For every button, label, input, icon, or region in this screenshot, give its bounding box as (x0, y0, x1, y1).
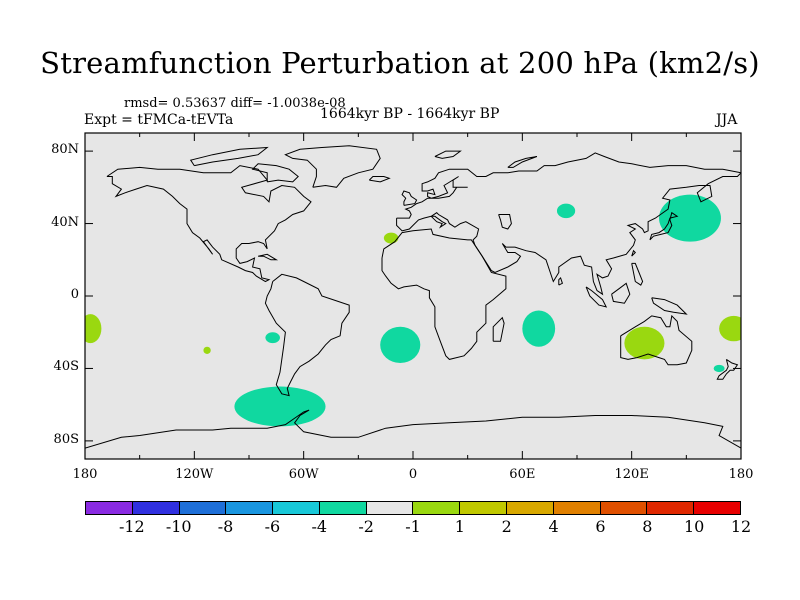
colorbar-label: 6 (595, 517, 606, 536)
colorbar-label: -1 (405, 517, 421, 536)
lat-label: 40N (51, 214, 79, 230)
colorbar-box (460, 502, 508, 514)
colorbar-box (319, 502, 367, 514)
lon-label: 180 (72, 467, 98, 482)
season-label: JJA (716, 112, 738, 128)
colorbar-label: 2 (501, 517, 512, 536)
colorbar-box (179, 502, 227, 514)
lon-label: 180 (728, 467, 754, 482)
lat-label: 80N (51, 142, 79, 158)
anomaly-south-atlantic (380, 326, 421, 364)
caspian-coast (498, 214, 512, 230)
colorbar-box (647, 502, 695, 514)
lon-label: 60E (509, 467, 536, 482)
iceland-coast (368, 176, 391, 183)
colorbar-label: 8 (642, 517, 653, 536)
sumatra-coast (585, 286, 608, 308)
anomaly-south-pacific-east (265, 332, 280, 344)
anomaly-indian-ocean (522, 310, 556, 347)
japan-coast (649, 211, 679, 241)
arctic-islands-coast (189, 146, 269, 167)
greenland-coast (284, 145, 381, 188)
novaya-zemlya-coast (507, 156, 538, 168)
colorbar-box (366, 502, 414, 514)
colorbar-box (86, 502, 133, 514)
cuba-coast (257, 253, 279, 261)
anomaly-tasman-east (719, 315, 741, 342)
north-america-coast (106, 165, 312, 283)
lat-label: 80S (53, 431, 79, 447)
colorbar-label: -2 (358, 517, 374, 536)
colorbar-box (694, 502, 740, 514)
period-label: 1664kyr BP - 1664kyr BP (320, 106, 500, 122)
british-isles-coast (401, 190, 418, 206)
lat-label: 0 (70, 287, 79, 302)
antarctica-coast (85, 409, 741, 449)
borneo-coast (611, 282, 631, 304)
madagascar-coast (492, 316, 505, 342)
new-guinea-coast (651, 297, 688, 315)
stats-label: rmsd= 0.53637 diff= -1.0038e-08 (124, 96, 346, 111)
new-zealand-coast (716, 358, 739, 380)
map-title: Streamfunction Perturbation at 200 hPa (… (40, 46, 760, 80)
colorbar-box (413, 502, 461, 514)
colorbar-label: 12 (730, 517, 752, 536)
colorbar (85, 501, 741, 515)
hainan-taiwan-coast (631, 249, 637, 257)
lon-label: 120E (614, 467, 649, 482)
colorbar-label: -4 (311, 517, 328, 536)
colorbar-label: -6 (264, 517, 281, 536)
colorbar-label: 10 (683, 517, 705, 536)
anomaly-central-asia (556, 203, 576, 219)
colorbar-label: -12 (118, 517, 145, 536)
lon-label: 0 (408, 467, 418, 482)
colorbar-box (600, 502, 648, 514)
anomaly-layer (85, 194, 741, 427)
colorbar-box (273, 502, 320, 514)
colorbar-box (553, 502, 601, 514)
lat-label: 40S (53, 359, 79, 375)
coastline-layer (85, 145, 741, 449)
colorbar-label: -10 (165, 517, 192, 536)
sri-lanka-coast (558, 276, 564, 286)
anomaly-drake-passage (234, 386, 326, 427)
australia-coast (620, 314, 693, 366)
lon-label: 60W (288, 467, 319, 482)
africa-coast (381, 228, 507, 360)
colorbar-box (226, 502, 274, 514)
colorbar-box (132, 502, 180, 514)
anomaly-new-zealand (713, 364, 725, 373)
anomaly-north-pacific (659, 194, 721, 242)
anomaly-north-africa-coast (383, 232, 399, 244)
south-america-coast (264, 273, 350, 397)
tick-layer (84, 133, 742, 459)
baffin-island-coast (251, 163, 299, 183)
colorbar-box (507, 502, 554, 514)
ocean-background (85, 133, 741, 459)
colorbar-label: -8 (217, 517, 234, 536)
colorbar-label: 4 (548, 517, 559, 536)
experiment-label: Expt = tFMCa-tEVTa (84, 112, 234, 128)
lon-label: 120W (175, 467, 214, 482)
anomaly-south-pacific-small (203, 346, 211, 354)
eurasia-coast (396, 152, 741, 296)
colorbar-label: 1 (454, 517, 465, 536)
anomaly-east-pacific-west-edge (85, 314, 102, 344)
philippines-coast (631, 262, 644, 286)
svalbard-coast (434, 150, 462, 159)
anomaly-australia (624, 326, 665, 360)
